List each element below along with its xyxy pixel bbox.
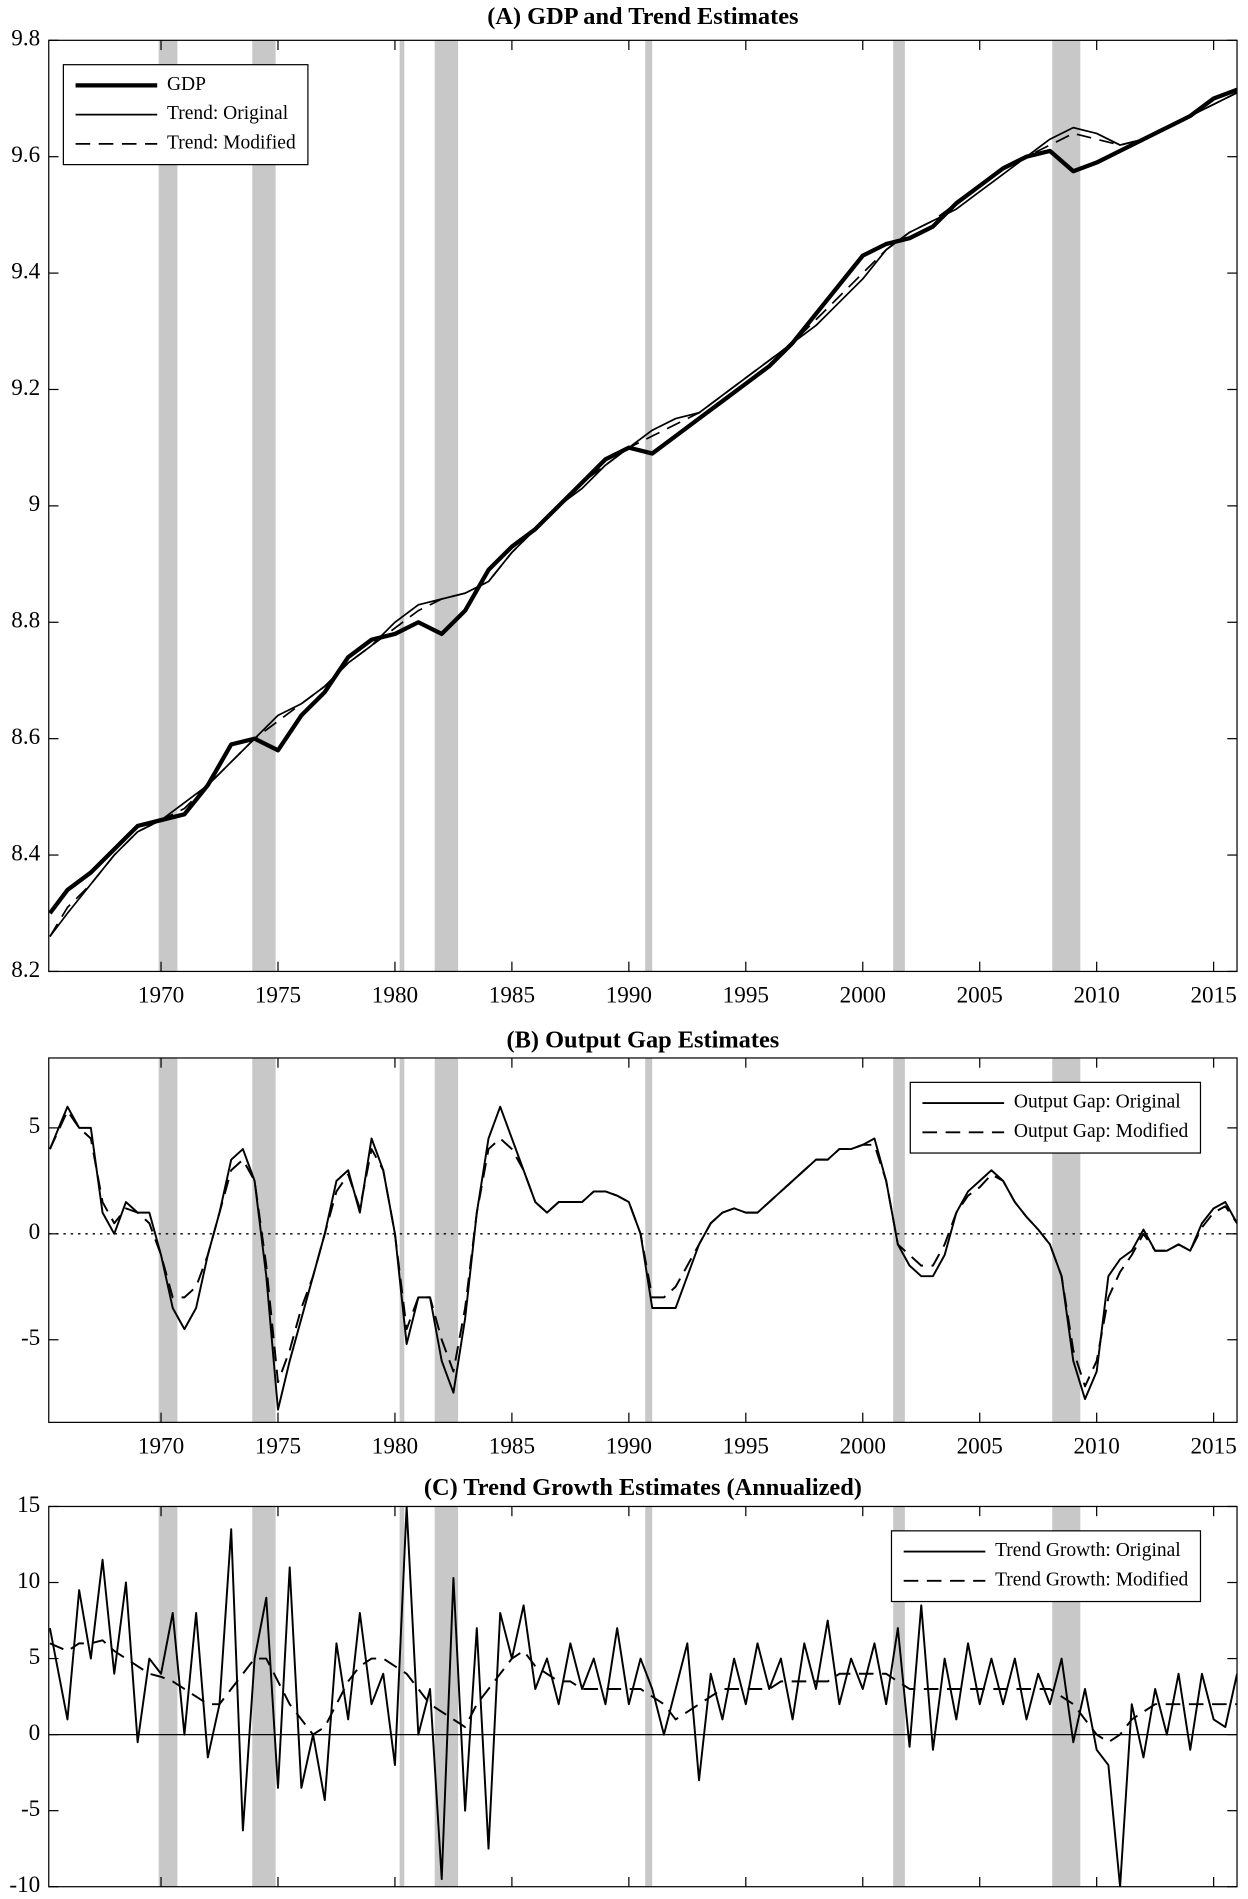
recession-band xyxy=(645,1506,653,1887)
legend-label: Trend: Original xyxy=(167,103,289,124)
x-tick-label: 2015 xyxy=(1190,1433,1236,1459)
recession-band xyxy=(252,1506,276,1887)
x-tick-label: 1990 xyxy=(606,982,652,1008)
x-tick-label: 1995 xyxy=(723,1898,769,1899)
x-tick-label: 1970 xyxy=(138,1898,184,1899)
recession-band xyxy=(399,1057,405,1423)
series-line xyxy=(49,1109,1238,1388)
x-tick-label: 2015 xyxy=(1190,982,1236,1008)
recession-band xyxy=(158,1057,178,1423)
y-tick-label: 9.6 xyxy=(11,142,40,168)
x-tick-label: 1990 xyxy=(606,1433,652,1459)
y-tick-label: 5 xyxy=(29,1113,41,1139)
series-line xyxy=(48,1506,1238,1887)
legend-label: Output Gap: Original xyxy=(1014,1092,1181,1113)
legend-label: Trend: Modified xyxy=(167,132,296,153)
recession-band xyxy=(434,40,459,972)
x-tick-label: 1985 xyxy=(489,1433,535,1459)
y-tick-label: 8.4 xyxy=(11,840,40,866)
x-tick-label: 2010 xyxy=(1074,1433,1120,1459)
plot-frame xyxy=(48,1057,1238,1423)
y-tick-label: -5 xyxy=(21,1325,40,1351)
recession-band xyxy=(399,1506,405,1887)
y-tick-label: 9.8 xyxy=(11,26,40,52)
recession-band xyxy=(893,1506,905,1887)
y-tick-label: 8.6 xyxy=(11,724,40,750)
legend: Trend Growth: Original Trend Growth: Modi… xyxy=(890,1530,1202,1603)
chart-title: (A) GDP and Trend Estimates xyxy=(487,3,798,30)
legend-label: GDP xyxy=(167,74,206,95)
y-tick-label: 8.8 xyxy=(11,608,40,634)
y-tick-label: 5 xyxy=(29,1644,41,1670)
x-tick-label: 1975 xyxy=(255,1433,301,1459)
x-tick-label: 1975 xyxy=(255,1898,301,1899)
y-tick-label: 15 xyxy=(17,1492,40,1518)
recession-band xyxy=(893,40,905,972)
recession-band xyxy=(645,1057,653,1423)
x-tick-label: 1985 xyxy=(489,1898,535,1899)
y-tick-label: 10 xyxy=(17,1568,40,1594)
plot-area xyxy=(48,1506,1238,1887)
x-tick-label: 1980 xyxy=(372,982,418,1008)
chart-title: (B) Output Gap Estimates xyxy=(507,1027,780,1054)
x-tick-label: 1980 xyxy=(372,1898,418,1899)
legend-box xyxy=(890,1530,1202,1603)
x-tick-label: 2000 xyxy=(840,982,886,1008)
recession-band xyxy=(399,40,405,972)
x-tick-label: 2015 xyxy=(1190,1898,1236,1899)
legend-label: Trend Growth: Original xyxy=(995,1540,1181,1561)
y-tick-label: -10 xyxy=(9,1872,40,1898)
x-tick-label: 2005 xyxy=(957,1433,1003,1459)
y-tick-label: 8.2 xyxy=(11,957,40,983)
legend-box xyxy=(909,1081,1202,1154)
series-line xyxy=(49,91,1238,938)
x-tick-label: 1970 xyxy=(138,1433,184,1459)
recession-band xyxy=(893,1057,905,1423)
recession-band xyxy=(645,40,653,972)
legend-label: Output Gap: Modified xyxy=(1014,1121,1189,1142)
series-line xyxy=(49,91,1238,937)
x-tick-label: 2000 xyxy=(840,1433,886,1459)
recession-band xyxy=(252,40,276,972)
legend: GDP Trend: Original Trend: Modified xyxy=(62,64,309,166)
y-tick-label: 9 xyxy=(29,491,41,517)
legend-label: Trend Growth: Modified xyxy=(995,1569,1188,1590)
chart-title: (C) Trend Growth Estimates (Annualized) xyxy=(424,1474,862,1501)
x-tick-label: 2010 xyxy=(1074,982,1120,1008)
x-tick-label: 2010 xyxy=(1074,1898,1120,1899)
recession-band xyxy=(434,1057,459,1423)
x-tick-label: 2000 xyxy=(840,1898,886,1899)
x-tick-label: 1975 xyxy=(255,982,301,1008)
x-tick-label: 1970 xyxy=(138,982,184,1008)
x-tick-label: 1980 xyxy=(372,1433,418,1459)
y-tick-label: 9.4 xyxy=(11,258,40,284)
recession-band xyxy=(252,1057,276,1423)
y-tick-label: 9.2 xyxy=(11,375,40,401)
legend: Output Gap: Original Output Gap: Modified xyxy=(909,1081,1202,1154)
y-tick-label: -5 xyxy=(21,1796,40,1822)
recession-band xyxy=(158,1506,178,1887)
plot-area xyxy=(48,40,1238,972)
y-tick-label: 0 xyxy=(29,1219,41,1245)
x-tick-label: 1985 xyxy=(489,982,535,1008)
recession-band xyxy=(158,40,178,972)
x-tick-label: 2005 xyxy=(957,1898,1003,1899)
x-tick-label: 2005 xyxy=(957,982,1003,1008)
series-line xyxy=(48,87,1238,915)
recession-band xyxy=(1052,40,1081,972)
y-tick-label: 0 xyxy=(29,1720,41,1746)
x-tick-label: 1990 xyxy=(606,1898,652,1899)
x-tick-label: 1995 xyxy=(723,982,769,1008)
series-line xyxy=(49,1639,1238,1744)
x-tick-label: 1995 xyxy=(723,1433,769,1459)
plot-frame xyxy=(48,1505,1238,1888)
